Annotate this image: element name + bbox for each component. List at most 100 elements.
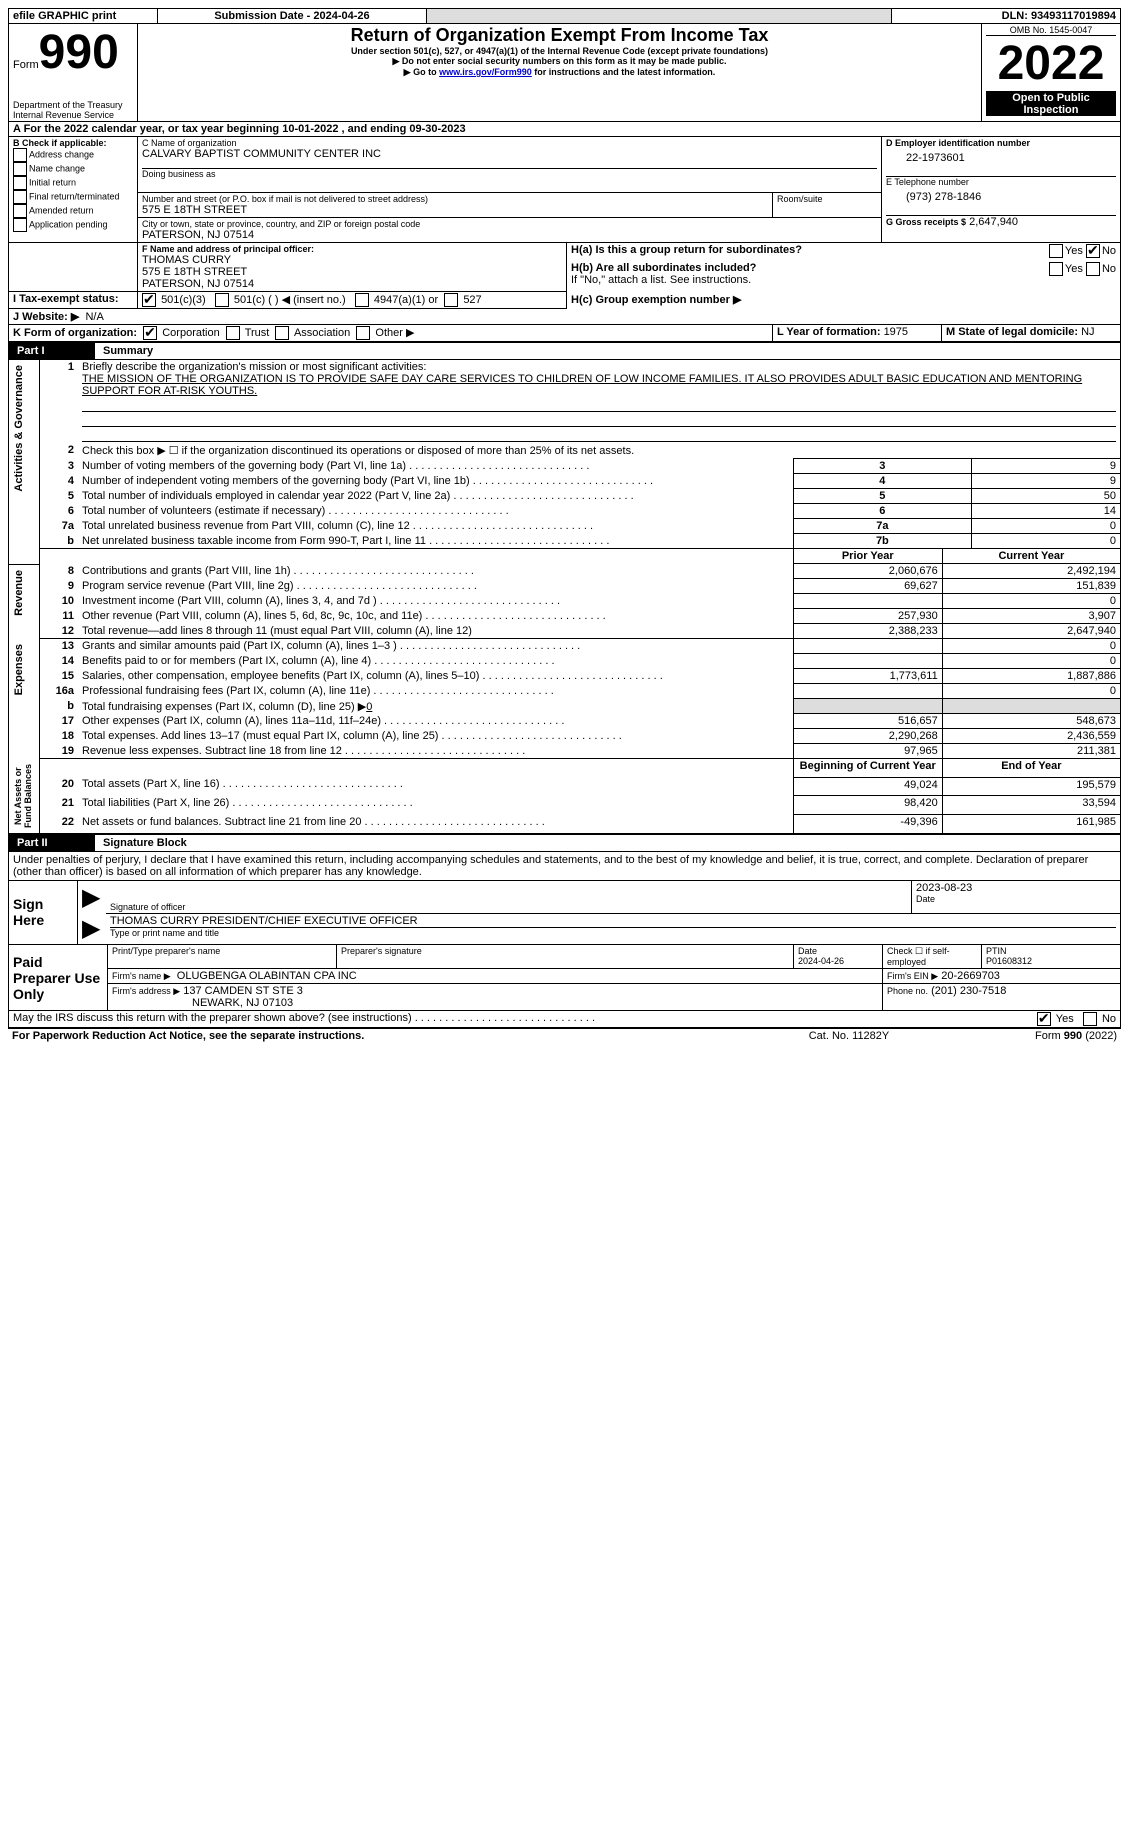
begin-year-header: Beginning of Current Year: [793, 759, 942, 778]
officer-name: THOMAS CURRY: [142, 254, 562, 266]
hb-note: If "No," attach a list. See instructions…: [571, 274, 1008, 286]
form-title: Return of Organization Exempt From Incom…: [142, 25, 977, 46]
top-bar: efile GRAPHIC print Submission Date - 20…: [8, 8, 1121, 24]
ha-no-checkbox[interactable]: [1086, 244, 1100, 258]
pending-checkbox[interactable]: [13, 218, 27, 232]
section-f: F Name and address of principal officer:…: [138, 243, 567, 292]
q1-row: Briefly describe the organization's miss…: [78, 360, 1121, 443]
dln-label: DLN: 93493117019894: [892, 9, 1121, 24]
name-arrow-icon: ▶: [78, 913, 107, 945]
row-16a: 16a Professional fundraising fees (Part …: [9, 684, 1121, 699]
formation-year: 1975: [884, 326, 908, 338]
perjury-declaration: Under penalties of perjury, I declare th…: [8, 852, 1121, 880]
addr-change-checkbox[interactable]: [13, 148, 27, 162]
form-prefix: Form: [13, 59, 39, 71]
row-7b: b Net unrelated business taxable income …: [9, 534, 1121, 549]
officer-name-cell: THOMAS CURRY PRESIDENT/CHIEF EXECUTIVE O…: [106, 913, 1121, 945]
paperwork-notice: For Paperwork Reduction Act Notice, see …: [8, 1029, 745, 1043]
prep-date-cell: Date 2024-04-26: [794, 945, 883, 969]
row-4: 4 Number of independent voting members o…: [9, 474, 1121, 489]
officer-sig-cell: Signature of officer: [106, 880, 912, 913]
firm-ein-cell: Firm's EIN ▶ 20-2669703: [883, 969, 1121, 984]
inspection-badge: Open to Public Inspection: [986, 92, 1116, 116]
catalog-number: Cat. No. 11282Y: [745, 1029, 953, 1043]
row-17: 17 Other expenses (Part IX, column (A), …: [9, 714, 1121, 729]
side-label-na: Net Assets or Fund Balances: [13, 760, 33, 832]
ptin-cell: PTIN P01608312: [982, 945, 1121, 969]
row-19: 19 Revenue less expenses. Subtract line …: [9, 744, 1121, 759]
form-cell: Form990 Department of the Treasury Inter…: [9, 24, 138, 121]
officer-addr1: 575 E 18TH STREET: [142, 266, 562, 278]
omb-number: OMB No. 1545-0047: [986, 25, 1116, 36]
section-j: J Website: ▶ N/A: [9, 309, 567, 325]
line-a: A For the 2022 calendar year, or tax yea…: [9, 122, 1121, 137]
row-6: 6 Total number of volunteers (estimate i…: [9, 504, 1121, 519]
corp-checkbox[interactable]: [143, 326, 157, 340]
domicile-state: NJ: [1081, 326, 1094, 338]
row-20: 20 Total assets (Part X, line 16) 49,024…: [9, 777, 1121, 796]
row-16b: b Total fundraising expenses (Part IX, c…: [9, 699, 1121, 714]
trust-checkbox[interactable]: [226, 326, 240, 340]
final-return-checkbox[interactable]: [13, 190, 27, 204]
firm-addr-cell: Firm's address ▶ 137 CAMDEN ST STE 3 NEW…: [108, 984, 883, 1011]
section-c: C Name of organization CALVARY BAPTIST C…: [138, 137, 882, 193]
room-label: Room/suite: [773, 193, 882, 218]
side-label-ag: Activities & Governance: [13, 361, 25, 496]
row-9: 9 Program service revenue (Part VIII, li…: [9, 579, 1121, 594]
ha-label: H(a) Is this a group return for subordin…: [571, 244, 802, 256]
hb-no-checkbox[interactable]: [1086, 262, 1100, 276]
part2-label: Part II: [9, 834, 96, 851]
form-note1: ▶ Do not enter social security numbers o…: [142, 56, 977, 67]
ein-value: 22-1973601: [886, 148, 1116, 176]
year-cell: OMB No. 1545-0047 2022 Open to Public In…: [982, 24, 1121, 121]
row-10: 10 Investment income (Part VIII, column …: [9, 594, 1121, 609]
org-name: CALVARY BAPTIST COMMUNITY CENTER INC: [142, 148, 877, 160]
sig-date-value: 2023-08-23: [916, 882, 1116, 894]
row-12: 12 Total revenue—add lines 8 through 11 …: [9, 624, 1121, 639]
form-subtitle: Under section 501(c), 527, or 4947(a)(1)…: [142, 46, 977, 56]
hb-yes-checkbox[interactable]: [1049, 262, 1063, 276]
firm-name-cell: Firm's name ▶ OLUGBENGA OLABINTAN CPA IN…: [108, 969, 883, 984]
col-headers-na: Net Assets or Fund Balances Beginning of…: [9, 759, 1121, 778]
col-headers-rev: Prior Year Current Year: [9, 549, 1121, 564]
discuss-yes-checkbox[interactable]: [1037, 1012, 1051, 1026]
assoc-checkbox[interactable]: [275, 326, 289, 340]
city-state-zip: PATERSON, NJ 07514: [142, 229, 877, 241]
street-address: 575 E 18TH STREET: [142, 204, 768, 216]
row-15: 15 Salaries, other compensation, employe…: [9, 669, 1121, 684]
sign-here-label: Sign Here: [9, 880, 78, 945]
527-checkbox[interactable]: [444, 293, 458, 307]
website-label: J Website: ▶: [13, 311, 79, 323]
part1-title: Summary: [95, 343, 1121, 360]
discuss-no-checkbox[interactable]: [1083, 1012, 1097, 1026]
mission-text: THE MISSION OF THE ORGANIZATION IS TO PR…: [82, 373, 1116, 397]
ha-yes-checkbox[interactable]: [1049, 244, 1063, 258]
section-hc: H(c) Group exemption number ▶: [567, 292, 1121, 325]
name-change-checkbox[interactable]: [13, 162, 27, 176]
other-checkbox[interactable]: [356, 326, 370, 340]
paid-preparer-label: Paid Preparer Use Only: [9, 945, 108, 1011]
irs-link[interactable]: www.irs.gov/Form990: [439, 67, 532, 77]
prep-sig-label: Preparer's signature: [337, 945, 794, 969]
gross-value: 2,647,940: [969, 216, 1018, 228]
row-14: 14 Benefits paid to or for members (Part…: [9, 654, 1121, 669]
submission-date: Submission Date - 2024-04-26: [158, 9, 427, 24]
row-7a: 7a Total unrelated business revenue from…: [9, 519, 1121, 534]
tax-year: 2022: [986, 36, 1116, 92]
amended-checkbox[interactable]: [13, 204, 27, 218]
row-18: 18 Total expenses. Add lines 13–17 (must…: [9, 729, 1121, 744]
firm-phone-cell: Phone no. (201) 230-7518: [883, 984, 1121, 1011]
section-city: City or town, state or province, country…: [138, 218, 882, 243]
side-label-rev: Revenue: [13, 566, 25, 620]
title-cell: Return of Organization Exempt From Incom…: [138, 24, 982, 121]
row-5: 5 Total number of individuals employed i…: [9, 489, 1121, 504]
section-i: 501(c)(3) 501(c) ( ) ◀ (insert no.) 4947…: [138, 292, 567, 309]
501c3-checkbox[interactable]: [142, 293, 156, 307]
section-ha: H(a) Is this a group return for subordin…: [567, 243, 1013, 261]
form-note2: ▶ Go to www.irs.gov/Form990 for instruct…: [142, 67, 977, 78]
4947-checkbox[interactable]: [355, 293, 369, 307]
row-22: 22 Net assets or fund balances. Subtract…: [9, 815, 1121, 834]
501c-checkbox[interactable]: [215, 293, 229, 307]
initial-return-checkbox[interactable]: [13, 176, 27, 190]
self-employed-check: Check ☐ if self-employed: [883, 945, 982, 969]
